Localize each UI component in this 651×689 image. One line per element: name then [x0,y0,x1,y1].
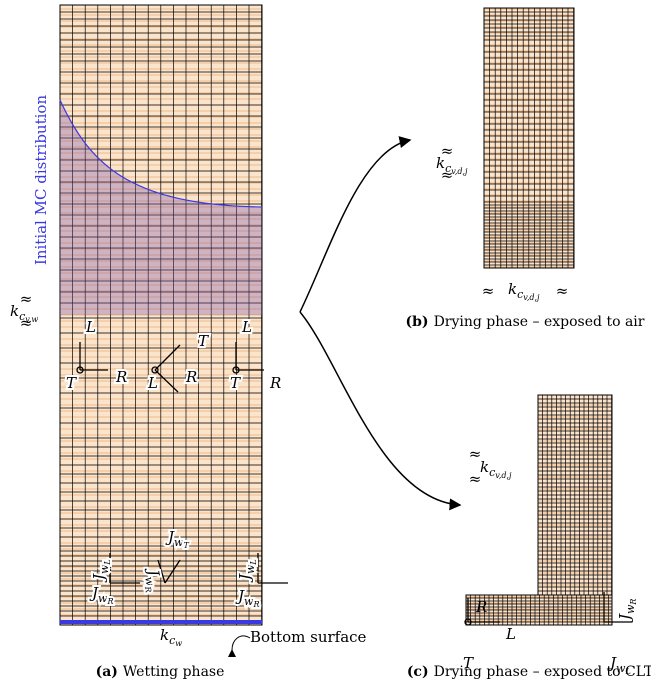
label: L [85,318,96,336]
caption: (b) Drying phase – exposed to air [406,314,645,330]
caption-label: (b) [406,314,429,330]
label: R [269,374,281,392]
label: L [241,318,252,336]
symbol-subsub: T [183,541,189,550]
caption: (a) Wetting phase [96,664,225,680]
symbol-base: k [436,154,445,172]
symbol-subsub: L [249,559,258,565]
symbol-subsub: v,d,j [523,293,540,302]
caption: (c) Drying phase – exposed to CLT [407,664,651,680]
math-symbol: JwR [616,599,638,623]
caption-text: Wetting phase [123,664,225,680]
symbol-base: k [480,458,489,476]
math-symbol: kcw [160,626,182,648]
pointer [232,636,250,650]
label: T [198,332,209,350]
label: Bottom surface [250,628,367,646]
symbol-subsub: R [252,600,259,609]
caption-label: (c) [407,664,429,680]
math-symbol: kcv,d,j [480,458,512,480]
label: Initial MC distribution [32,95,50,266]
label: R [475,598,487,616]
caption-text: Drying phase – exposed to air [434,314,645,330]
symbol-subsub: v,d,j [451,167,468,176]
label: R [185,368,197,386]
label: ≈ [20,290,33,308]
symbol-base: k [10,302,19,320]
symbol-base: k [508,280,517,298]
math-symbol: kcv,d,j [508,280,540,302]
arrow [300,140,410,312]
diagram: ≈≈≈≈≈≈≈≈Initial MC distributionkcv,wkcwB… [0,0,651,689]
caption-label: (a) [96,664,118,680]
symbol-subsub: R [106,597,113,606]
arrow [300,312,460,505]
symbol-subsub: L [103,559,112,565]
label: L [147,374,158,392]
symbol-subsub: v,w [25,315,38,324]
symbol-subsub: w [175,639,182,648]
label: T [230,374,241,392]
label: ≈ [556,282,569,300]
label: R [115,368,127,386]
label: T [66,374,77,392]
label: L [505,625,516,643]
symbol-subsub: R [629,599,638,606]
caption-text: Drying phase – exposed to CLT [434,664,651,680]
symbol-base: k [160,626,169,644]
symbol-subsub: v,d,j [495,471,512,480]
label: ≈ [482,282,495,300]
